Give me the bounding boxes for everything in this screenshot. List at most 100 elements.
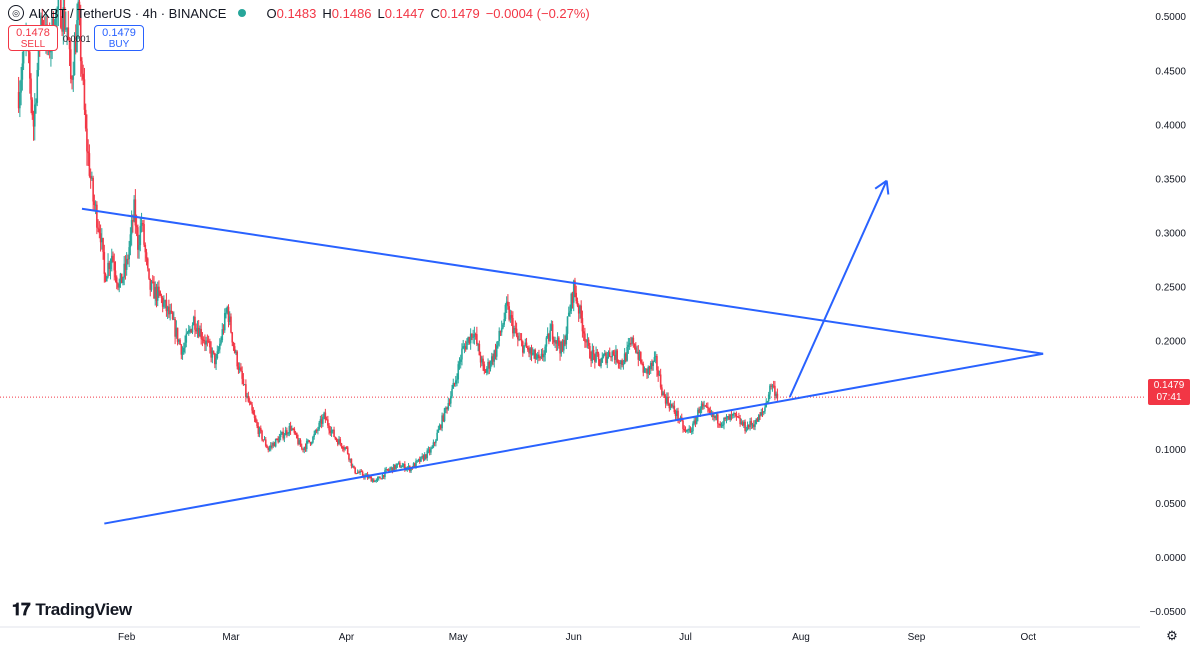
candle-body [212,350,215,353]
candle-body [79,17,82,62]
candle-body [60,0,62,28]
candle-body [204,341,206,345]
candle-body [83,79,86,110]
candle-body [281,431,283,435]
candle-body [656,356,658,371]
candle-body [765,402,768,408]
candle-body [399,462,401,468]
candle-body [452,383,455,389]
candle-body [499,330,502,333]
candle-body [55,11,57,38]
candle-body [595,352,597,362]
candle-body [454,380,457,384]
candle-body [358,472,360,474]
candle-body [459,359,462,362]
candle-body [752,424,755,427]
candle-body [160,295,163,298]
candle-body [240,367,242,371]
candle-body [196,327,199,332]
y-tick-label: 0.3500 [1155,174,1186,185]
buy-button[interactable]: 0.1479 BUY [94,25,144,51]
candle-body [458,361,461,365]
candle-body [534,349,537,360]
candle-body [300,446,303,449]
candle-body [473,334,476,337]
candle-body [738,417,740,419]
candle-body [627,344,630,347]
candle-body [293,428,296,433]
high-value: 0.1486 [331,5,372,21]
candle-body [413,463,416,467]
candle-body [317,429,319,431]
candle-body [88,153,91,176]
candle-body [683,428,686,430]
candle-body [541,353,544,358]
candle-body [174,319,176,337]
candle-body [127,258,129,260]
candle-body [201,338,204,340]
candle-body [118,283,121,288]
candle-body [449,396,452,404]
candle-body [242,378,245,385]
candle-body [71,78,73,80]
candle-body [31,99,34,116]
drawings-layer[interactable] [81,179,1044,525]
candle-body [314,430,317,434]
candle-body [20,79,22,93]
candle-body [771,385,774,387]
candle-body [368,476,370,479]
candle-body [101,237,103,243]
candle-body [66,27,68,29]
candle-body [148,268,150,279]
candle-body [749,421,751,428]
candle-body [327,419,329,426]
sell-button[interactable]: 0.1478 SELL [8,25,58,51]
candle-body [130,220,133,235]
plot-area[interactable] [0,0,1146,483]
candle-body [237,366,240,371]
candle-body [149,278,152,290]
candle-body [122,277,124,284]
tradingview-logo[interactable]: 𝟏𝟕 TradingView [12,600,132,620]
candle-body [349,458,351,460]
candle-body [591,349,594,361]
time-axis[interactable]: Feb Mar Apr May Jun Jul Aug Sep Oct [0,626,1140,643]
price-axis[interactable]: 0.5000 0.4500 0.4000 0.3500 0.3000 0.2500 0.20… [1150,12,1187,618]
candle-body [525,342,528,348]
candle-body [626,346,628,361]
candle-body [109,263,112,270]
candle-body [110,255,113,264]
candle-body [657,370,659,376]
candle-body [731,414,734,416]
candle-body [445,407,447,409]
candle-body [348,453,350,460]
candle-body [295,432,298,438]
candle-body [762,411,765,413]
candle-body [73,41,76,76]
candle-body [545,337,548,347]
candle-body [206,340,209,342]
gear-icon[interactable]: ⚙ [1166,628,1178,643]
candle-body [705,406,708,408]
candle-body [263,439,266,441]
candle-body [266,445,268,448]
symbol-title[interactable]: AIXBT / TetherUS · 4h · BINANCE [29,5,227,21]
candle-body [427,449,430,451]
candle-body [529,348,532,354]
candle-body [560,341,563,354]
candle-body [412,463,415,469]
candle-body [150,281,153,290]
candle-body [84,109,87,129]
candle-body [605,353,607,364]
candle-body [451,388,453,397]
candle-body [512,318,514,334]
candle-body [220,340,222,344]
candle-body [648,366,651,370]
candle-body [340,443,343,447]
candle-body [448,403,451,405]
candle-body [423,454,426,461]
candle-body [612,351,615,356]
candle-body [633,343,636,348]
candle-body [667,396,669,404]
